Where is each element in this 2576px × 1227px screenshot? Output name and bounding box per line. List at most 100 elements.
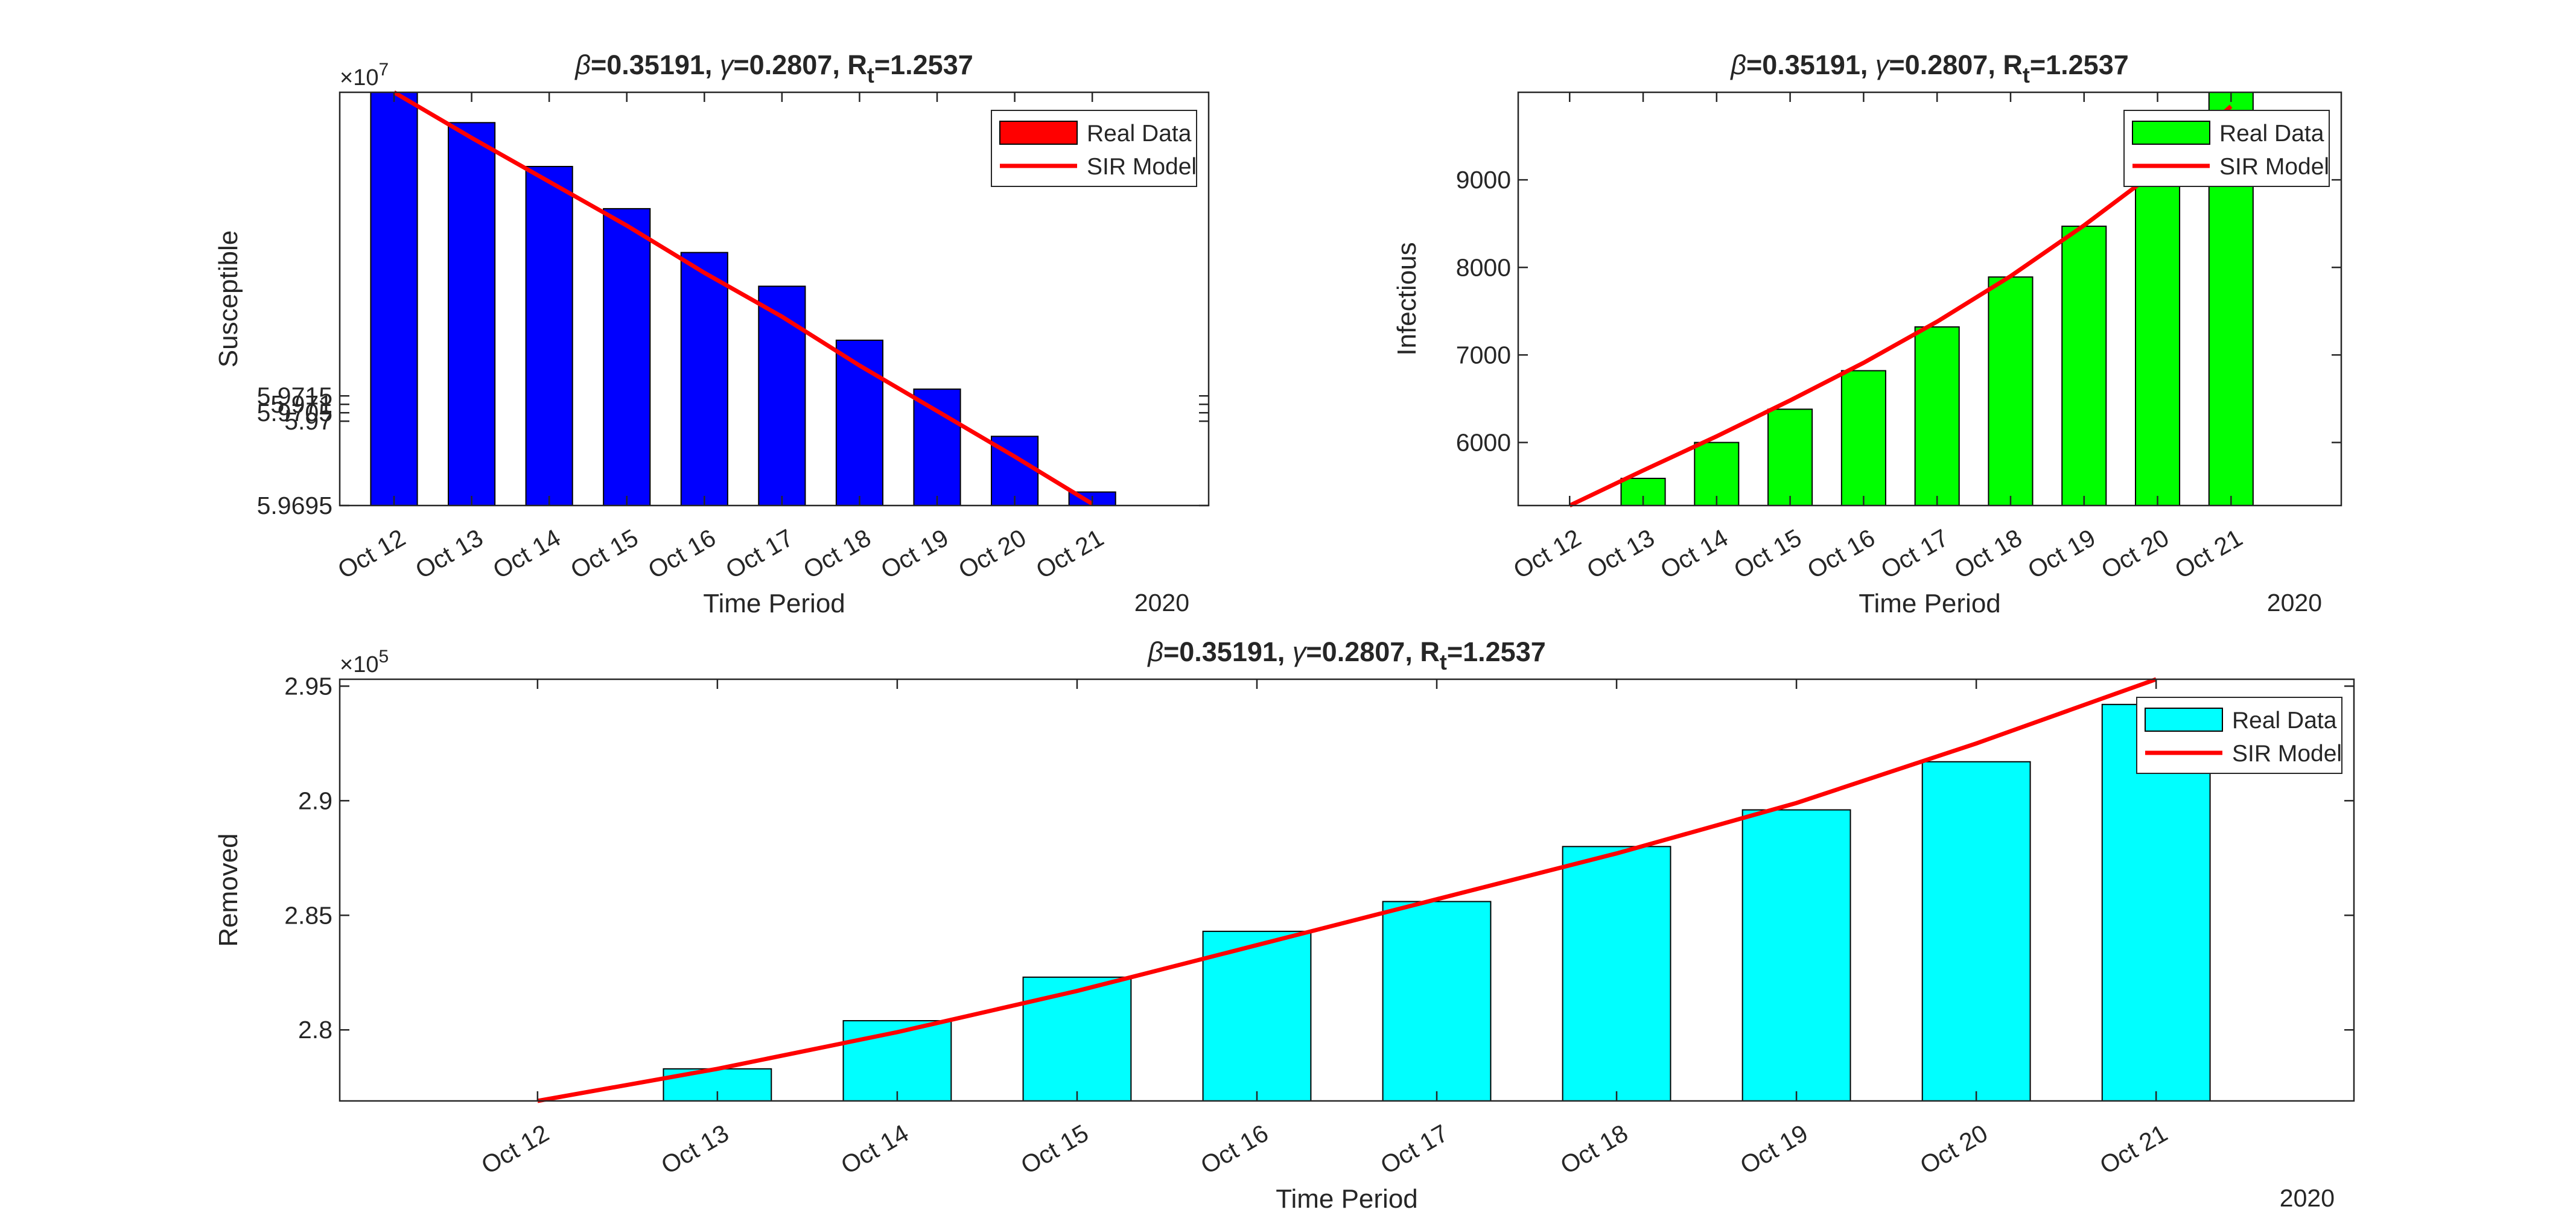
bar-oct-15 bbox=[603, 208, 651, 506]
axes-box bbox=[339, 91, 1210, 507]
y-tick-label: 5.971 bbox=[270, 390, 332, 418]
legend-label-sir-model: SIR Model bbox=[1087, 154, 1197, 180]
bar-oct-17 bbox=[758, 285, 806, 506]
legend-label-real-data: Real Data bbox=[2232, 708, 2337, 734]
x-tick-label: Oct 20 bbox=[2096, 524, 2174, 584]
x-tick-label: Oct 20 bbox=[1915, 1119, 1992, 1179]
bar-oct-15 bbox=[1767, 408, 1813, 506]
x-tick-label: Oct 17 bbox=[1876, 524, 1953, 584]
bar-oct-16 bbox=[1202, 930, 1312, 1102]
x-tick-label: Oct 21 bbox=[2095, 1119, 2172, 1179]
x-tick-label: Oct 18 bbox=[1556, 1119, 1633, 1179]
x-axis-label: Time Period bbox=[1859, 589, 2001, 618]
x-tick-label: Oct 21 bbox=[2170, 524, 2247, 584]
legend: Real Data SIR Model bbox=[2123, 110, 2330, 187]
x-tick-label: Oct 14 bbox=[836, 1119, 914, 1179]
x-tick-label: Oct 15 bbox=[1016, 1119, 1093, 1179]
year-label: 2020 bbox=[2267, 589, 2322, 617]
chart-title: β=0.35191, γ=0.2807, Rt=1.2537 bbox=[1146, 636, 1546, 674]
bar-oct-14 bbox=[525, 166, 573, 507]
x-tick-label: Oct 12 bbox=[1509, 524, 1586, 584]
year-label: 2020 bbox=[2280, 1184, 2335, 1212]
x-tick-label: Oct 16 bbox=[1196, 1119, 1273, 1179]
subplot-3: 2.8 2.85 2.9 2.95 Oct 12 Oct 13 Oct 14 Oct 15 Oc… bbox=[214, 636, 2355, 1214]
x-tick-label: Oct 15 bbox=[566, 524, 643, 584]
chart-title: β=0.35191, γ=0.2807, Rt=1.2537 bbox=[1729, 49, 2129, 87]
x-tick-label: Oct 18 bbox=[1950, 524, 2027, 584]
bar-oct-19 bbox=[913, 388, 961, 506]
y-axis-label: Susceptible bbox=[214, 230, 243, 367]
y-tick-label: 5.9695 bbox=[257, 492, 332, 519]
bar-oct-20 bbox=[991, 436, 1039, 507]
x-tick-label: Oct 18 bbox=[798, 524, 876, 584]
legend-swatch-real-data bbox=[999, 121, 1078, 145]
y-tick-label: 5.9715 bbox=[257, 382, 332, 410]
legend: Real Data SIR Model bbox=[2136, 697, 2342, 774]
y-axis-label: Removed bbox=[214, 833, 243, 946]
bar-oct-18 bbox=[1988, 276, 2034, 506]
year-label: 2020 bbox=[1134, 589, 1189, 617]
sir-model-line bbox=[1568, 104, 2233, 508]
y-axis-label: Infectious bbox=[1392, 242, 1422, 355]
bar-oct-20 bbox=[2135, 166, 2181, 507]
x-tick-label: Oct 12 bbox=[477, 1119, 554, 1179]
legend: Real Data SIR Model bbox=[991, 110, 1197, 187]
bar-oct-13 bbox=[448, 122, 496, 506]
bar-oct-20 bbox=[1921, 761, 2031, 1102]
bar-oct-19 bbox=[1741, 809, 1851, 1102]
x-tick-label: Oct 16 bbox=[1802, 524, 1880, 584]
exponent-label: ×105 bbox=[340, 647, 389, 677]
legend-label-sir-model: SIR Model bbox=[2219, 154, 2329, 180]
axes-box bbox=[339, 678, 2355, 1102]
bar-oct-17 bbox=[1382, 901, 1492, 1102]
x-tick-label: Oct 20 bbox=[953, 524, 1031, 584]
bar-oct-15 bbox=[1022, 976, 1132, 1102]
legend-swatch-real-data bbox=[2132, 121, 2210, 145]
y-tick-label: 2.85 bbox=[284, 901, 332, 929]
bar-oct-12 bbox=[370, 92, 418, 506]
legend-swatch-real-data bbox=[2145, 708, 2223, 732]
plot-area bbox=[340, 679, 2354, 1101]
x-tick-label: Oct 19 bbox=[1735, 1119, 1813, 1179]
x-tick-label: Oct 19 bbox=[2023, 524, 2101, 584]
x-axis-label: Time Period bbox=[703, 589, 845, 618]
x-tick-label: Oct 17 bbox=[1376, 1119, 1453, 1179]
bar-oct-19 bbox=[2061, 226, 2107, 506]
x-tick-label: Oct 13 bbox=[1582, 524, 1659, 584]
sir-model-line bbox=[393, 90, 1093, 506]
y-tick-label: 5.97 bbox=[284, 407, 332, 435]
exponent-label: ×107 bbox=[340, 60, 389, 90]
y-tick-label: 2.9 bbox=[298, 787, 332, 814]
sir-model-line bbox=[537, 677, 2157, 1103]
x-axis-label: Time Period bbox=[1276, 1184, 1418, 1214]
bar-oct-18 bbox=[1562, 846, 1671, 1102]
legend-label-sir-model: SIR Model bbox=[2232, 741, 2342, 767]
x-tick-label: Oct 19 bbox=[876, 524, 953, 584]
bar-oct-17 bbox=[1914, 326, 1960, 506]
chart-title: β=0.35191, γ=0.2807, Rt=1.2537 bbox=[574, 49, 973, 87]
y-tick-label: 2.95 bbox=[284, 672, 332, 700]
y-tick-label: 5.9705 bbox=[257, 399, 332, 426]
x-tick-label: Oct 12 bbox=[333, 524, 410, 584]
x-tick-label: Oct 13 bbox=[410, 524, 488, 584]
y-tick-label: 7000 bbox=[1456, 341, 1511, 369]
axes-box bbox=[1517, 91, 2342, 507]
x-tick-label: Oct 17 bbox=[721, 524, 798, 584]
bar-oct-14 bbox=[1694, 442, 1740, 507]
x-tick-label: Oct 14 bbox=[488, 524, 565, 584]
bar-oct-16 bbox=[1840, 370, 1886, 506]
y-tick-label: 2.8 bbox=[298, 1016, 332, 1044]
x-tick-label: Oct 15 bbox=[1729, 524, 1807, 584]
y-tick-label: 8000 bbox=[1456, 253, 1511, 281]
y-tick-label: 9000 bbox=[1456, 166, 1511, 194]
x-tick-label: Oct 14 bbox=[1656, 524, 1733, 584]
x-tick-label: Oct 13 bbox=[657, 1119, 734, 1179]
y-tick-label: 6000 bbox=[1456, 429, 1511, 457]
legend-label-real-data: Real Data bbox=[2219, 121, 2324, 147]
x-tick-label: Oct 16 bbox=[643, 524, 720, 584]
bar-oct-16 bbox=[680, 252, 728, 506]
legend-label-real-data: Real Data bbox=[1087, 121, 1192, 147]
